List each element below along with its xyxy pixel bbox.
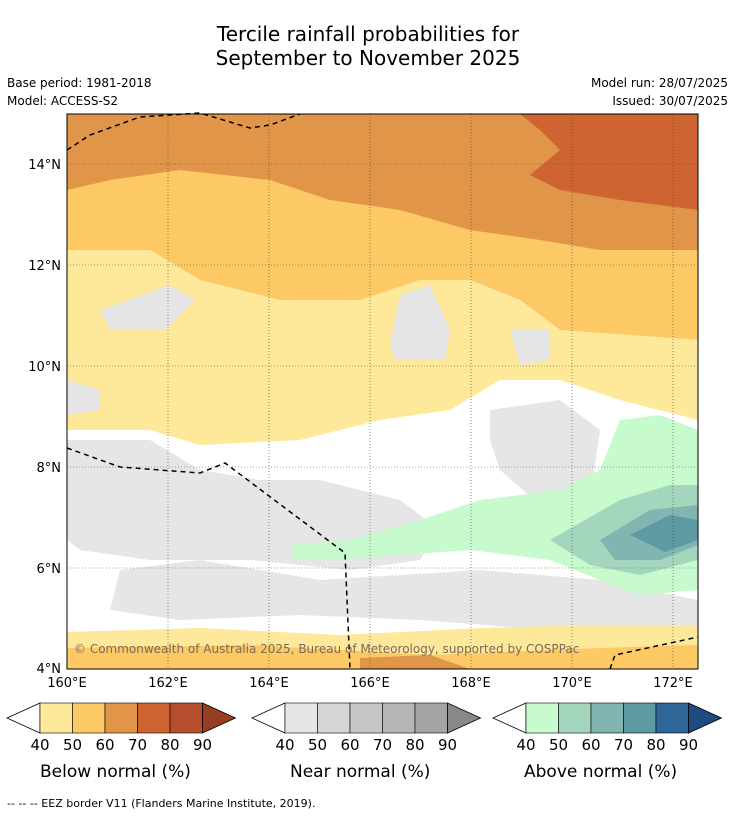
meta-left: Base period: 1981-2018 Model: ACCESS-S2 <box>7 74 152 110</box>
lat-label: 8°N <box>37 461 62 476</box>
legend-swatch <box>104 702 138 734</box>
legend-title-near: Near normal (%) <box>290 762 431 782</box>
legend-tick-label: 80 <box>160 736 179 754</box>
lat-label: 4°N <box>37 662 62 677</box>
title-line-1: Tercile rainfall probabilities for <box>216 22 520 46</box>
legend-tick-label: 90 <box>679 736 698 754</box>
title-line-2: September to November 2025 <box>215 46 521 70</box>
legend-swatch <box>558 702 592 734</box>
legend-extend-low <box>251 702 286 734</box>
legend-title-below: Below normal (%) <box>40 762 191 782</box>
legend-tick-label: 90 <box>438 736 457 754</box>
legend-swatch <box>623 702 657 734</box>
legend-swatch <box>590 702 624 734</box>
legend-tick-label: 70 <box>614 736 633 754</box>
map-title: Tercile rainfall probabilities for Septe… <box>0 22 736 70</box>
issued-date: Issued: 30/07/2025 <box>612 94 728 108</box>
legend-tick-label: 60 <box>95 736 114 754</box>
lat-label: 10°N <box>28 360 61 375</box>
legend-swatch <box>655 702 689 734</box>
legend-swatch <box>39 702 73 734</box>
legend-swatch <box>349 702 383 734</box>
lon-label: 164°E <box>249 676 289 691</box>
legend-swatch <box>414 702 448 734</box>
copyright-text: © Commonwealth of Australia 2025, Bureau… <box>74 642 579 656</box>
legend-tick-label: 80 <box>646 736 665 754</box>
probability-field <box>67 114 698 669</box>
lon-label: 166°E <box>350 676 390 691</box>
legend-tick-label: 90 <box>193 736 212 754</box>
legend-tick-label: 60 <box>340 736 359 754</box>
legend-tick-label: 50 <box>549 736 568 754</box>
legend-title-above: Above normal (%) <box>524 762 678 782</box>
gridlines <box>67 114 698 669</box>
legend-tick-label: 50 <box>308 736 327 754</box>
model-run: Model run: 28/07/2025 <box>590 76 728 90</box>
legend-extend-low <box>492 702 527 734</box>
lon-label: 160°E <box>47 676 87 691</box>
lat-label: 6°N <box>37 562 62 577</box>
eez-footnote: -- -- -- EEZ border V11 (Flanders Marine… <box>7 797 316 810</box>
lon-label: 162°E <box>148 676 188 691</box>
meta-right: Model run: 28/07/2025 Issued: 30/07/2025 <box>591 74 728 110</box>
legend-extend-high <box>688 702 723 734</box>
map-frame <box>66 113 699 670</box>
lon-label: 168°E <box>451 676 491 691</box>
legend-swatch <box>169 702 203 734</box>
legend-tick-label: 70 <box>128 736 147 754</box>
legend-bars: 40 50 60 70 80 90 40 50 60 70 80 90 40 50 60 70 80 90 <box>6 702 723 754</box>
lon-axis: 160°E 162°E 164°E 166°E 168°E 170°E 172°… <box>47 676 693 691</box>
lat-label: 12°N <box>28 259 61 274</box>
lon-label: 170°E <box>552 676 592 691</box>
legend-swatch <box>525 702 559 734</box>
lat-label: 14°N <box>28 158 61 173</box>
lon-label: 172°E <box>653 676 693 691</box>
legend-swatch <box>284 702 318 734</box>
model-name: Model: ACCESS-S2 <box>7 94 119 108</box>
legend-swatch <box>137 702 171 734</box>
legend-extend-high <box>447 702 482 734</box>
legend-swatch <box>317 702 351 734</box>
legend-tick-label: 80 <box>405 736 424 754</box>
legend-swatch <box>382 702 416 734</box>
legend-tick-label: 50 <box>63 736 82 754</box>
lat-axis: 14°N 12°N 10°N 8°N 6°N 4°N <box>28 158 61 677</box>
legend-extend-low <box>6 702 41 734</box>
eez-borders <box>66 112 699 670</box>
base-period: Base period: 1981-2018 <box>7 76 152 90</box>
legend-extend-high <box>202 702 237 734</box>
legend-tick-label: 40 <box>275 736 294 754</box>
legend-tick-label: 40 <box>30 736 49 754</box>
legend-tick-label: 40 <box>516 736 535 754</box>
legend-tick-label: 60 <box>581 736 600 754</box>
legend-tick-label: 70 <box>373 736 392 754</box>
legend-swatch <box>72 702 106 734</box>
